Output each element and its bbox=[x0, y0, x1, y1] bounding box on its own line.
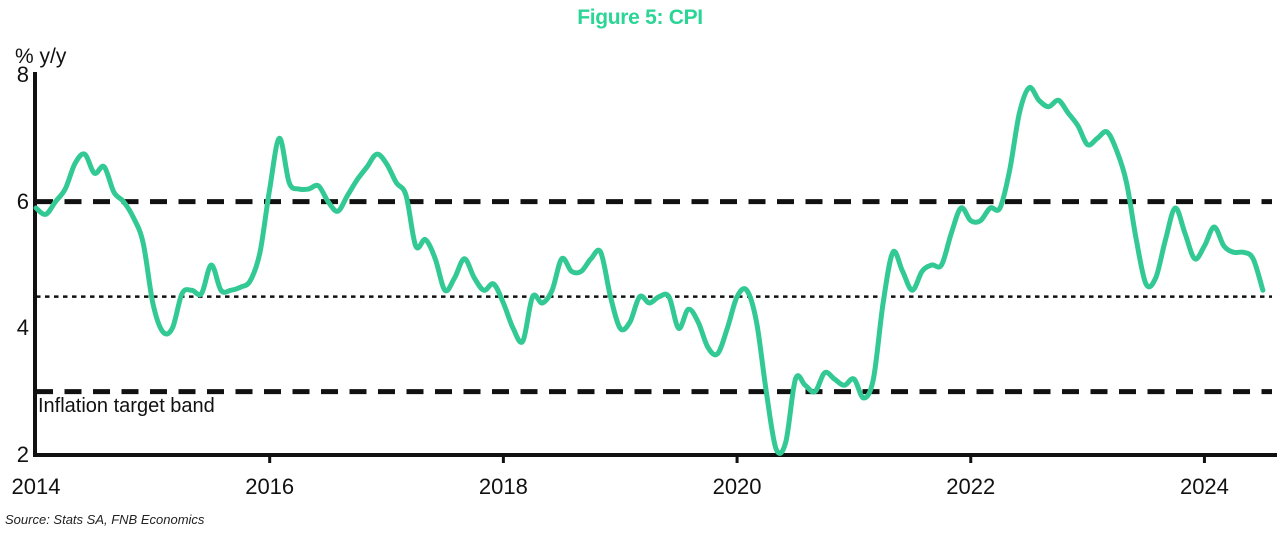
cpi-line bbox=[33, 85, 1266, 456]
y-axis-unit-label: % y/y bbox=[15, 45, 67, 68]
x-tick-label-2020: 2020 bbox=[712, 474, 762, 499]
x-tick-label-2024: 2024 bbox=[1179, 474, 1229, 499]
y-tick-label-2: 2 bbox=[16, 442, 29, 467]
inflation-target-band-label: Inflation target band bbox=[38, 395, 215, 417]
source-note: Source: Stats SA, FNB Economics bbox=[5, 512, 205, 527]
x-tick-label-2018: 2018 bbox=[478, 474, 528, 499]
x-tick-label-2014: 2014 bbox=[11, 474, 61, 499]
x-tick-label-2016: 2016 bbox=[245, 474, 295, 499]
y-tick-label-6: 6 bbox=[16, 188, 29, 214]
chart-title: Figure 5: CPI bbox=[577, 6, 703, 29]
y-tick-label-8: 8 bbox=[16, 62, 29, 87]
y-tick-label-4: 4 bbox=[16, 315, 29, 341]
x-tick-label-2022: 2022 bbox=[946, 474, 996, 499]
